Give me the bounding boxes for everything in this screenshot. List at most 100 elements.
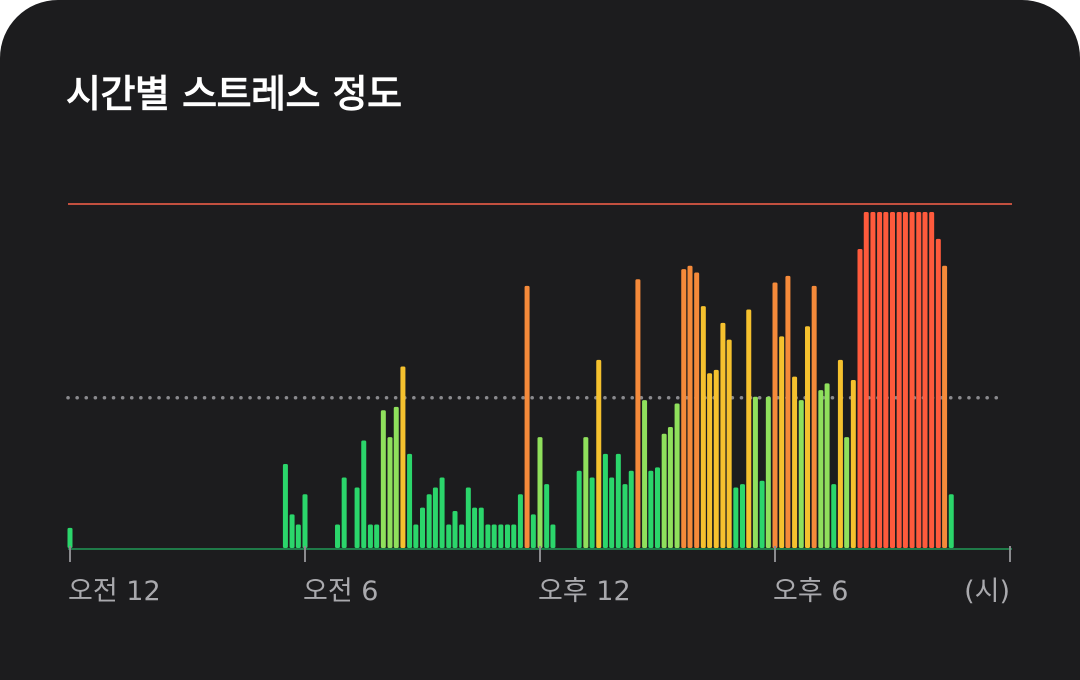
stress-bar [935,238,941,548]
stress-bar [530,514,536,548]
stress-bar [374,524,380,548]
stress-bar [459,524,465,548]
x-axis-ticks: 오전 12 오전 6 오후 12 오후 6 [68,546,1011,607]
stress-bar [550,524,556,548]
stress-bar [713,369,719,548]
stress-bar [380,410,386,548]
stress-bar [387,437,393,548]
stress-bar [759,480,765,548]
stress-bar [772,282,778,548]
stress-bar [602,453,608,548]
stress-bar [609,477,615,548]
stress-bar [752,396,758,548]
stress-bar [792,376,798,548]
stress-bar [407,453,413,548]
stress-bar [642,400,648,548]
stress-bar [420,507,425,548]
stress-bar [655,467,660,548]
x-axis-unit-label: (시) [964,576,1010,607]
stress-bar [779,336,785,548]
stress-bar [544,484,550,548]
stress-bar [700,306,706,548]
stress-bar [922,212,928,548]
stress-bar [446,524,452,548]
stress-bar [478,507,484,548]
bar-group [67,212,954,548]
stress-bar [576,470,582,548]
stress-bar [583,437,589,548]
stress-bar [426,494,432,548]
stress-bar [857,248,863,548]
stress-bar [681,269,687,548]
stress-bar [844,437,850,548]
stress-bar [302,494,308,548]
stress-bar [524,285,530,548]
stress-bar [674,403,680,548]
stress-bar [863,212,869,548]
stress-bar [589,477,595,548]
stress-bar [883,212,889,548]
stress-bar [485,524,491,548]
stress-bar [511,524,517,548]
stress-bar [622,484,628,548]
stress-bar [517,494,523,548]
x-tick-label: 오후 12 [538,576,631,607]
stress-bar [687,265,693,548]
stress-bar [400,366,406,548]
stress-bar [361,440,367,548]
stress-bar [335,524,341,548]
stress-bar [877,212,883,548]
stress-bar [67,527,73,548]
stress-bar [902,212,908,548]
stress-bar [948,494,954,548]
x-tick-label: 오전 6 [303,576,378,607]
stress-bar [726,339,732,548]
stress-chart: 오전 12 오전 6 오후 12 오후 6 (시) [66,203,1012,607]
stress-bar [909,212,915,548]
stress-bar [707,373,713,548]
stress-bar [733,487,739,548]
stress-bar [667,427,673,548]
stress-bar [341,477,347,548]
stress-bar [739,484,745,548]
x-tick-label: 오후 6 [773,576,848,607]
stress-bar [929,212,935,548]
stress-bar [439,477,445,548]
stress-bar [504,524,510,548]
stress-bar [635,279,641,548]
stress-bar [942,265,948,548]
x-tick-label: 오전 12 [68,576,161,607]
stress-bar [432,487,438,548]
stress-bar [896,212,902,548]
stress-bar [648,470,654,548]
stress-bar [916,212,922,548]
stress-bar [850,380,856,548]
stress-bar [615,453,621,548]
stress-bar [818,390,824,548]
stress-bar [824,383,830,548]
stress-bar [367,524,373,548]
stress-bar [393,406,399,548]
stress-bar [452,511,458,548]
stress-bar [811,285,817,548]
stress-bar [628,470,634,548]
stress-bar [798,400,804,548]
stress-bar [596,359,602,548]
stress-bar [354,487,360,548]
chart-title: 시간별 스트레스 정도 [66,72,402,116]
stress-bar [537,437,543,548]
stress-bar [498,524,504,548]
stress-bar [491,524,497,548]
stress-bar [765,396,771,548]
stress-bar [746,309,752,548]
stress-bar [289,514,295,548]
stress-bar [890,212,895,548]
stress-bar [805,326,811,548]
stress-bar [837,359,843,548]
stress-bar [785,275,791,548]
stress-bar [465,487,471,548]
stress-bar [472,507,478,548]
stress-bar [870,212,876,548]
stress-bar [295,524,301,548]
